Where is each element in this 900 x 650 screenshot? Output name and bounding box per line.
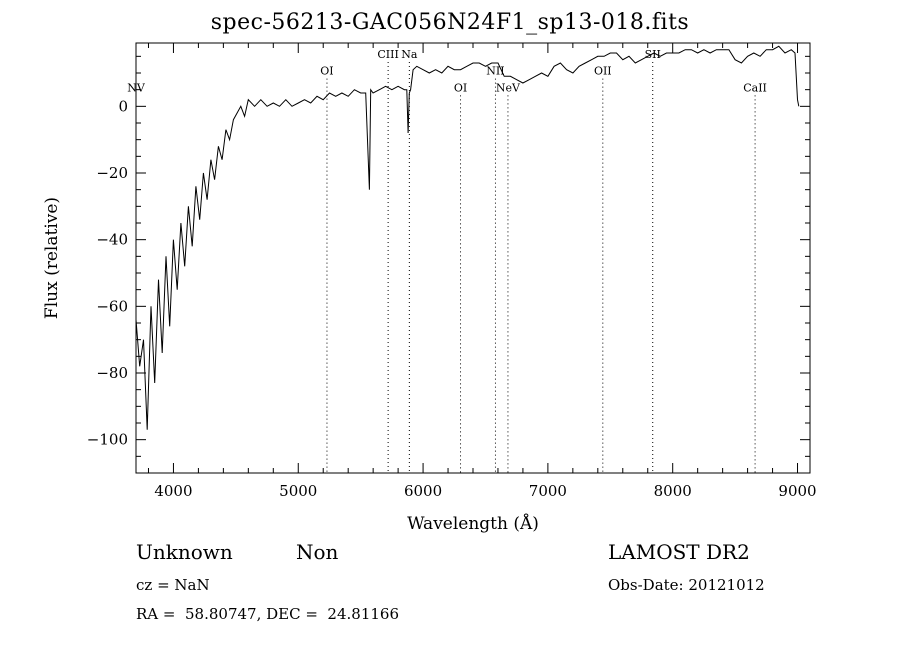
coordinates-info: RA = 58.80747, DEC = 24.81166	[136, 605, 400, 623]
y-tick-label: −20	[96, 164, 128, 182]
y-tick-label: −80	[96, 364, 128, 382]
observation-date: Obs-Date: 20121012	[608, 576, 765, 594]
axis-ticks: 4000 5000 6000 7000 8000 9000 −100 −80 −60 −40 −20…	[87, 43, 817, 500]
line-labels: NV OI CIII Na OI NII NeV OII SII CaII	[127, 48, 767, 94]
line-label: CIII	[377, 48, 398, 61]
emission-line-markers	[326, 62, 756, 473]
spectrum-series-line	[135, 45, 800, 430]
line-label: OII	[594, 65, 612, 78]
y-axis-label: Flux (relative)	[42, 197, 62, 319]
line-label: OI	[320, 65, 333, 78]
line-label: Na	[401, 48, 418, 61]
x-tick-label: 7000	[529, 482, 567, 500]
line-label: NeV	[496, 81, 521, 94]
x-tick-label: 4000	[154, 482, 192, 500]
x-tick-label: 6000	[404, 482, 442, 500]
x-tick-label: 5000	[279, 482, 317, 500]
line-label: NV	[127, 81, 146, 94]
y-tick-label: −60	[96, 297, 128, 315]
line-label: SII	[645, 48, 661, 61]
object-class: Unknown	[136, 540, 233, 564]
x-tick-label: 8000	[654, 482, 692, 500]
object-subclass: Non	[296, 540, 339, 564]
plot-frame	[135, 42, 811, 474]
y-tick-label: −100	[87, 431, 128, 449]
line-label: NII	[486, 65, 504, 78]
chart-title: spec-56213-GAC056N24F1_sp13-018.fits	[210, 10, 690, 35]
line-label: CaII	[743, 81, 767, 94]
redshift-info: cz = NaN	[136, 576, 210, 594]
x-axis-label: Wavelength (Å)	[407, 513, 539, 534]
y-tick-label: 0	[118, 97, 128, 115]
line-label: OI	[454, 81, 467, 94]
y-tick-label: −40	[96, 231, 128, 249]
x-tick-label: 9000	[778, 482, 816, 500]
survey-name: LAMOST DR2	[608, 540, 750, 564]
